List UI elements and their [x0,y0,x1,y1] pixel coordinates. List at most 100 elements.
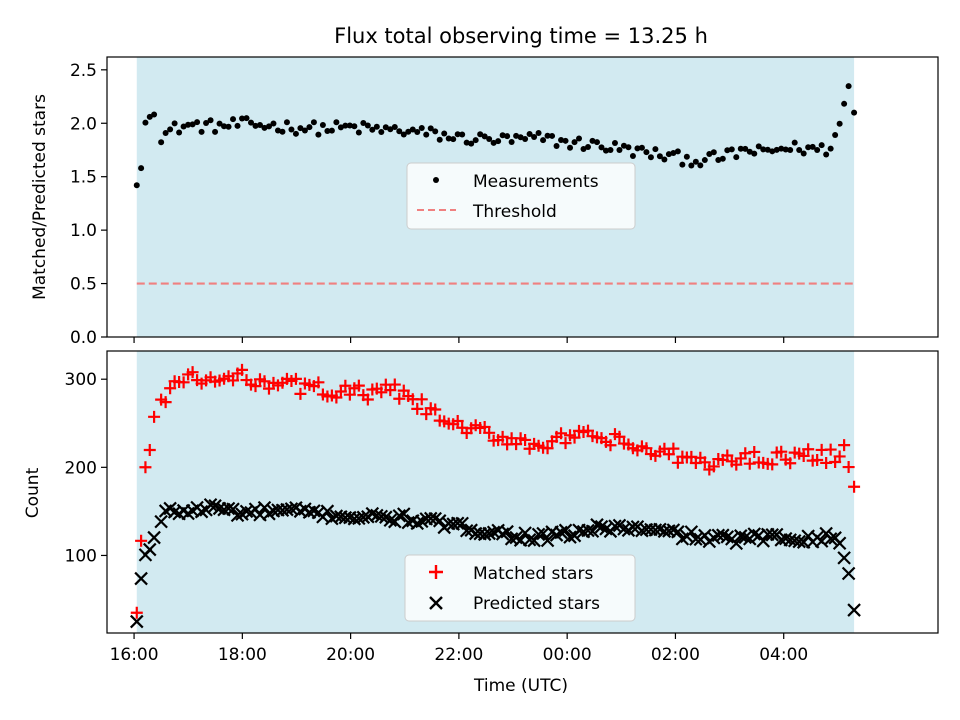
measurement-point [221,123,228,130]
measurement-point [760,146,767,153]
measurement-point [486,135,493,142]
matched-star-point [604,439,617,452]
predicted-star-point [134,571,148,586]
predicted-star-point [482,526,496,541]
measurement-point [517,134,524,141]
matched-star-point [739,447,752,460]
x-tick-label: 16:00 [110,645,159,665]
predicted-star-point [581,523,595,538]
matched-star-point [707,460,720,473]
matched-star-point [775,445,788,458]
measurement-point [346,122,353,129]
measurement-point [706,151,713,158]
measurement-point [306,124,313,131]
measurement-point [203,119,210,126]
measurement-point [194,119,201,126]
measurement-point [656,153,663,160]
predicted-star-point [716,528,730,542]
measurement-point [665,151,672,158]
predicted-star-point [307,504,321,518]
matched-star-point [236,363,249,376]
matched-star-point [698,456,711,469]
top-panel: 0.0 0.5 1.0 1.5 2.0 2.5 Matched/Predicted sta… [30,56,939,348]
matched-star-point [375,386,388,399]
predicted-star-point [608,519,622,533]
measurement-point [248,119,255,126]
matched-star-point [842,461,855,474]
matched-star-point [559,437,572,450]
matched-star-point [483,426,496,439]
bottom-y-tick-label: 300 [65,370,97,390]
measurement-point [133,182,140,189]
measurement-point [616,147,623,154]
matched-star-point [361,393,374,406]
measurement-point [463,139,470,146]
measurement-point [697,162,704,169]
predicted-star-point [257,500,272,515]
matched-star-point [743,457,756,470]
measurement-point [571,139,578,146]
predicted-star-point [129,614,144,629]
measurement-point [692,158,699,165]
measurement-point [567,144,574,151]
top-y-tick-label: 2.5 [70,61,97,81]
measurement-point [270,120,277,127]
measurement-point [180,123,187,130]
measurement-point [239,115,246,122]
measurement-point [292,130,299,137]
measurement-point [225,123,232,130]
legend-measurements-label: Measurements [473,172,599,192]
matched-star-point [748,445,761,458]
measurement-point [773,146,780,153]
matched-star-point [541,442,554,455]
measurement-point [522,136,529,143]
x-tick-label: 20:00 [326,645,375,665]
measurement-point [472,137,479,144]
measurement-point [719,155,726,162]
matched-star-point [130,606,143,619]
measurement-point [728,146,735,153]
top-plot-frame [106,56,939,338]
measurement-point [337,124,344,131]
matched-star-point [312,376,325,389]
predicted-star-point [221,501,236,516]
bottom-y-axis-label: Count [23,467,43,518]
matched-star-point [833,450,846,463]
measurement-point [796,146,803,153]
measurement-point [701,157,708,164]
measurement-point [499,132,506,139]
measurement-point [742,145,749,152]
matched-star-point [388,378,401,391]
measurement-point [162,130,169,137]
measurement-point [230,116,237,123]
predicted-star-point [154,514,168,529]
measurement-point [724,147,731,154]
predicted-star-point [356,510,371,525]
measurement-point [297,125,304,132]
measurement-point [638,144,645,151]
matched-star-point [177,376,190,389]
measurement-point [328,127,335,134]
measurement-point [755,143,762,150]
measurement-point [333,119,340,126]
measurement-point [265,123,272,130]
predicted-star-point [194,504,209,519]
measurement-point [553,142,560,149]
matched-star-point [429,403,442,416]
measurement-point [778,145,785,152]
predicted-star-point [729,536,744,551]
predicted-star-point [832,536,847,551]
predicted-star-point [626,520,640,534]
measurement-point [418,124,425,131]
measurement-point [373,123,380,130]
measurement-point [593,139,600,146]
measurement-point [445,135,452,142]
bottom-y-axis: 100 200 300 [65,370,107,566]
measurement-point [256,122,263,129]
matched-star-point [555,427,568,440]
measurement-point [324,127,331,134]
predicted-star-point [527,533,541,548]
measurement-point [558,137,565,144]
bottom-y-tick-label: 200 [65,458,97,478]
